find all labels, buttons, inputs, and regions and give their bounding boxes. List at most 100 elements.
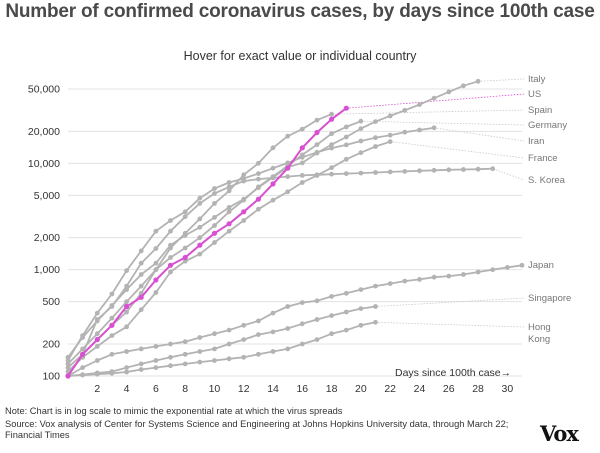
data-point-iran-13[interactable]: [256, 171, 261, 177]
data-point-singapore-9[interactable]: [197, 349, 203, 354]
data-point-germany-20[interactable]: [358, 118, 364, 124]
data-point-iran-10[interactable]: [212, 186, 217, 191]
data-point-us-19[interactable]: [343, 105, 349, 111]
series-line-hong-kong[interactable]: [67, 321, 376, 377]
data-point-italy-18[interactable]: [329, 142, 334, 148]
data-point-germany-12[interactable]: [241, 197, 247, 203]
data-point-japan-19[interactable]: [343, 290, 349, 296]
data-point-iran-16[interactable]: [299, 154, 305, 160]
series-line-france[interactable]: [67, 140, 391, 373]
data-point-spain-8[interactable]: [182, 230, 188, 236]
data-point-france-18[interactable]: [329, 165, 334, 171]
data-point-singapore-21[interactable]: [373, 304, 378, 309]
data-point-germany-3[interactable]: [109, 315, 115, 321]
data-point-s-korea-2[interactable]: [94, 317, 100, 322]
data-point-germany-2[interactable]: [94, 331, 100, 337]
data-point-iran-2[interactable]: [94, 310, 100, 316]
data-point-spain-15[interactable]: [285, 133, 291, 139]
data-point-hong-kong-3[interactable]: [109, 370, 115, 376]
data-point-spain-16[interactable]: [299, 126, 305, 132]
data-point-france-20[interactable]: [358, 150, 364, 156]
data-point-japan-1[interactable]: [80, 365, 85, 370]
series-germany[interactable]: [65, 118, 364, 367]
data-point-hong-kong-5[interactable]: [138, 367, 144, 372]
data-point-us-14[interactable]: [270, 181, 276, 187]
data-point-us-10[interactable]: [211, 230, 218, 236]
data-point-s-korea-19[interactable]: [343, 171, 349, 177]
data-point-hong-kong-14[interactable]: [270, 349, 276, 354]
data-point-us-7[interactable]: [167, 262, 174, 268]
data-point-s-korea-9[interactable]: [197, 201, 203, 206]
data-point-japan-27[interactable]: [461, 272, 466, 277]
data-point-germany-4[interactable]: [124, 299, 129, 305]
data-point-italy-27[interactable]: [461, 83, 466, 89]
data-point-singapore-4[interactable]: [124, 365, 129, 370]
data-point-japan-5[interactable]: [138, 346, 144, 352]
data-point-singapore-16[interactable]: [299, 321, 305, 327]
data-point-japan-30[interactable]: [505, 265, 510, 270]
data-point-us-0[interactable]: [65, 373, 71, 379]
data-point-spain-12[interactable]: [241, 172, 247, 178]
data-point-italy-25[interactable]: [431, 95, 437, 101]
data-point-iran-18[interactable]: [329, 145, 334, 151]
data-point-japan-15[interactable]: [285, 304, 291, 309]
data-point-s-korea-3[interactable]: [109, 304, 115, 309]
data-point-france-21[interactable]: [373, 144, 378, 149]
data-point-spain-18[interactable]: [329, 111, 334, 117]
data-point-iran-3[interactable]: [109, 291, 115, 297]
data-point-italy-24[interactable]: [417, 102, 422, 107]
data-point-japan-25[interactable]: [431, 274, 437, 280]
data-point-hong-kong-1[interactable]: [80, 372, 85, 378]
data-point-japan-16[interactable]: [299, 300, 305, 305]
data-point-s-korea-5[interactable]: [138, 260, 144, 266]
data-point-us-17[interactable]: [314, 129, 320, 136]
data-point-italy-21[interactable]: [373, 119, 378, 124]
data-point-italy-20[interactable]: [358, 126, 364, 131]
data-point-japan-10[interactable]: [212, 331, 217, 337]
data-point-japan-3[interactable]: [109, 351, 115, 357]
data-point-germany-0[interactable]: [65, 361, 71, 367]
data-point-japan-28[interactable]: [475, 269, 481, 275]
data-point-france-22[interactable]: [387, 139, 393, 145]
data-point-hong-kong-17[interactable]: [314, 337, 320, 342]
data-point-italy-16[interactable]: [299, 160, 305, 166]
series-line-japan[interactable]: [67, 264, 523, 377]
data-point-us-18[interactable]: [329, 116, 335, 122]
data-point-singapore-17[interactable]: [314, 317, 320, 322]
data-point-s-korea-21[interactable]: [373, 170, 378, 175]
data-point-hong-kong-11[interactable]: [226, 356, 232, 362]
data-point-singapore-8[interactable]: [182, 351, 188, 357]
data-point-singapore-13[interactable]: [256, 332, 261, 337]
data-point-singapore-20[interactable]: [358, 306, 364, 311]
series-line-s-korea[interactable]: [67, 167, 493, 377]
data-point-france-11[interactable]: [226, 228, 232, 234]
data-point-us-11[interactable]: [226, 221, 232, 227]
data-point-france-13[interactable]: [256, 206, 261, 212]
data-point-germany-17[interactable]: [314, 142, 320, 148]
data-point-spain-4[interactable]: [124, 309, 129, 315]
data-point-france-9[interactable]: [197, 251, 203, 257]
data-point-italy-26[interactable]: [446, 89, 452, 95]
data-point-italy-28[interactable]: [475, 78, 481, 84]
data-point-italy-23[interactable]: [402, 107, 408, 113]
series-line-iran[interactable]: [67, 126, 435, 361]
data-point-singapore-10[interactable]: [212, 346, 217, 352]
data-point-hong-kong-10[interactable]: [212, 358, 217, 363]
data-point-singapore-12[interactable]: [241, 337, 247, 342]
series-france[interactable]: [65, 139, 393, 374]
data-point-s-korea-29[interactable]: [490, 166, 496, 172]
data-point-japan-14[interactable]: [270, 310, 276, 316]
data-point-japan-21[interactable]: [373, 283, 378, 289]
data-point-japan-12[interactable]: [241, 322, 247, 328]
data-point-us-1[interactable]: [80, 351, 86, 357]
data-point-japan-2[interactable]: [94, 358, 100, 363]
data-point-iran-4[interactable]: [124, 268, 129, 273]
data-point-spain-14[interactable]: [270, 145, 276, 151]
data-point-france-7[interactable]: [168, 269, 173, 275]
data-point-singapore-19[interactable]: [343, 309, 349, 315]
data-point-s-korea-24[interactable]: [417, 168, 422, 174]
data-point-hong-kong-13[interactable]: [256, 351, 261, 357]
data-point-spain-11[interactable]: [226, 188, 232, 194]
data-point-s-korea-18[interactable]: [329, 171, 334, 177]
data-point-france-6[interactable]: [153, 290, 159, 295]
